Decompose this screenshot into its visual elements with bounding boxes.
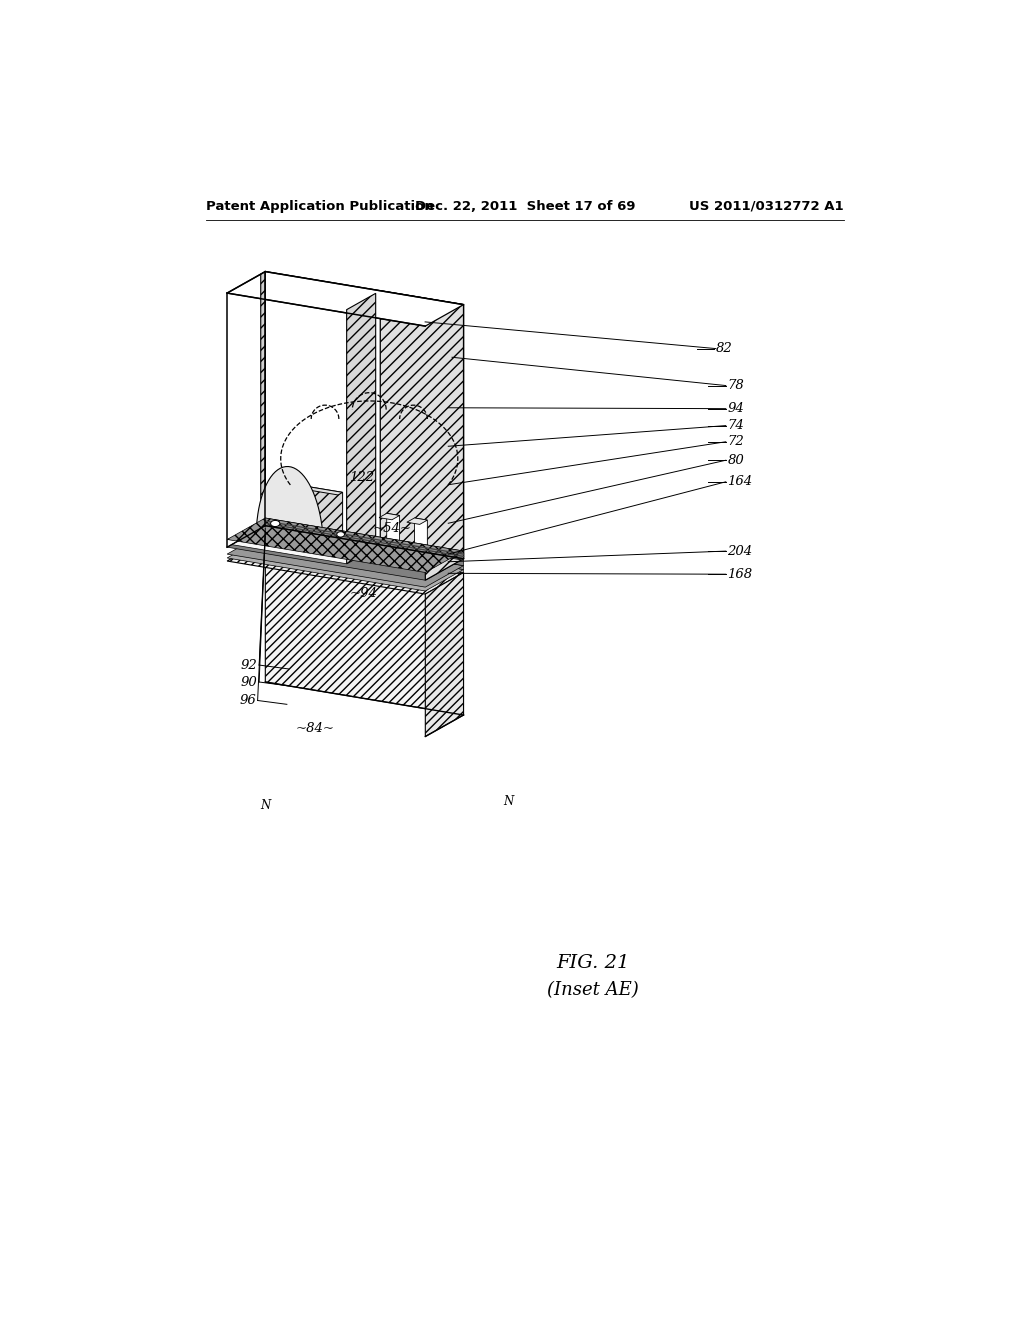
- Polygon shape: [265, 517, 464, 560]
- Text: N: N: [260, 799, 270, 812]
- Polygon shape: [265, 272, 464, 558]
- Ellipse shape: [270, 520, 280, 527]
- Text: Patent Application Publication: Patent Application Publication: [206, 199, 434, 213]
- Text: Dec. 22, 2011  Sheet 17 of 69: Dec. 22, 2011 Sheet 17 of 69: [415, 199, 635, 213]
- Text: 80: 80: [727, 454, 744, 467]
- Text: 168: 168: [727, 568, 753, 581]
- Polygon shape: [256, 466, 324, 549]
- Text: N: N: [503, 795, 513, 808]
- Polygon shape: [265, 540, 464, 715]
- Polygon shape: [425, 573, 464, 737]
- Text: ~54~: ~54~: [373, 521, 412, 535]
- Text: 94: 94: [727, 403, 744, 416]
- Text: 82: 82: [716, 342, 732, 355]
- Text: 96: 96: [240, 694, 256, 708]
- Polygon shape: [261, 272, 265, 528]
- Text: 164: 164: [727, 475, 753, 488]
- Text: ~94: ~94: [350, 587, 378, 601]
- Polygon shape: [387, 513, 399, 558]
- Text: 72: 72: [727, 436, 744, 449]
- Polygon shape: [407, 517, 427, 524]
- Polygon shape: [227, 525, 464, 581]
- Polygon shape: [379, 513, 399, 520]
- Polygon shape: [347, 293, 376, 564]
- Polygon shape: [227, 517, 464, 573]
- Text: (Inset AE): (Inset AE): [547, 981, 638, 999]
- Text: 90: 90: [241, 676, 258, 689]
- Polygon shape: [227, 536, 464, 591]
- Text: 204: 204: [727, 545, 753, 557]
- Polygon shape: [275, 482, 343, 539]
- Polygon shape: [227, 272, 464, 326]
- Text: FIG. 21: FIG. 21: [556, 954, 629, 972]
- Polygon shape: [265, 533, 464, 569]
- Text: 74: 74: [727, 418, 744, 432]
- Polygon shape: [265, 536, 464, 573]
- Polygon shape: [227, 540, 464, 594]
- Text: 92: 92: [241, 659, 258, 672]
- Polygon shape: [265, 525, 464, 566]
- Ellipse shape: [337, 532, 344, 537]
- Text: US 2011/0312772 A1: US 2011/0312772 A1: [689, 199, 844, 213]
- Polygon shape: [227, 533, 464, 587]
- Polygon shape: [380, 290, 464, 558]
- Polygon shape: [231, 528, 376, 564]
- Text: 78: 78: [727, 379, 744, 392]
- Polygon shape: [270, 482, 343, 495]
- Text: ~84~: ~84~: [296, 722, 335, 735]
- Text: 122: 122: [349, 471, 374, 484]
- Polygon shape: [415, 517, 427, 562]
- Polygon shape: [425, 305, 464, 581]
